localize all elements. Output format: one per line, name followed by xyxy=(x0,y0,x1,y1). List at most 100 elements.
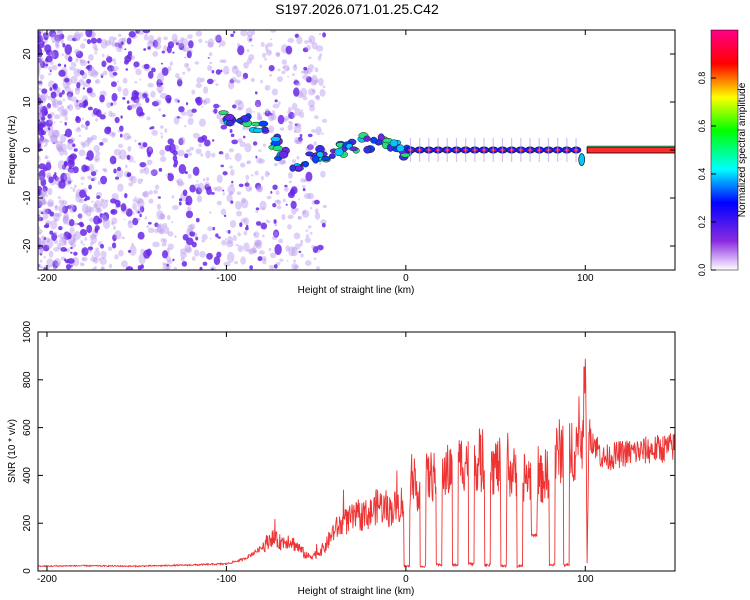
spectrogram-noise-point xyxy=(275,52,281,57)
spectrogram-noise-point xyxy=(249,187,252,191)
spectrogram-noise-point xyxy=(79,228,88,236)
spectrogram-noise-point xyxy=(245,185,252,192)
spectrogram-noise-point xyxy=(58,100,62,106)
spectrogram-noise-point xyxy=(268,247,272,252)
spectrogram-noise-point xyxy=(155,99,158,103)
spectrogram-noise-point xyxy=(38,197,46,206)
spectrogram-noise-point xyxy=(177,99,180,103)
spectrogram-noise-point xyxy=(197,136,205,143)
spectrogram-noise-point xyxy=(139,213,142,218)
spectrogram-noise-point xyxy=(287,172,293,179)
spectrogram-noise-point xyxy=(70,246,73,250)
spectrogram-noise-point xyxy=(178,201,182,206)
spectrogram-noise-point xyxy=(54,218,58,222)
spectrogram-noise-point xyxy=(66,248,71,253)
spectrogram-noise-point xyxy=(310,77,314,81)
spectrogram-noise-point xyxy=(255,210,259,213)
spectrogram-noise-point xyxy=(259,64,263,69)
spectrogram-noise-point xyxy=(89,233,97,240)
spectrogram-noise-point xyxy=(198,38,203,43)
spectrogram-noise-point xyxy=(204,97,211,104)
spectrogram-spike xyxy=(578,153,585,166)
spectrogram-noise-point xyxy=(101,53,105,58)
spectrogram-noise-point xyxy=(232,30,236,34)
spectrogram-noise-point xyxy=(99,114,106,120)
spectrogram-noise-point xyxy=(69,240,74,246)
spectrogram-noise-point xyxy=(39,259,43,263)
spectrogram-noise-point xyxy=(48,30,57,38)
spectrogram-noise-point xyxy=(185,210,194,219)
spectrogram-noise-point xyxy=(222,189,225,192)
spectrogram-noise-point xyxy=(262,143,267,147)
spectrogram-noise-point xyxy=(99,94,105,103)
spectrogram-noise-point xyxy=(182,71,186,75)
spectrogram-noise-point xyxy=(70,61,76,66)
spectrogram-noise-point xyxy=(57,179,60,183)
spectrogram-noise-point xyxy=(47,66,53,71)
spectrogram-noise-point xyxy=(68,168,75,174)
spectrogram-noise-point xyxy=(118,43,122,49)
spectrogram-noise-point xyxy=(47,187,53,196)
spectrogram-noise-point xyxy=(299,87,308,98)
spectrogram-noise-point xyxy=(208,52,213,57)
spectrogram-noise-point xyxy=(229,190,234,196)
spectrogram-noise-point xyxy=(262,259,267,265)
spectrogram-noise-point xyxy=(316,266,321,270)
spectrogram-noise-point xyxy=(243,217,249,226)
spectrogram-noise-point xyxy=(45,162,52,171)
spectrogram-noise-point xyxy=(50,115,54,119)
spectrogram-noise-point xyxy=(177,149,185,157)
spectrogram-noise-point xyxy=(80,176,85,180)
spectrogram-noise-point xyxy=(79,58,82,62)
spectrogram-noise-point xyxy=(70,179,73,182)
spectrogram-noise-point xyxy=(309,206,313,210)
spectrogram-noise-point xyxy=(38,196,46,205)
spectrogram-noise-point xyxy=(229,165,233,169)
spectrogram-noise-point xyxy=(122,77,128,84)
spectrogram-noise-point xyxy=(54,258,61,267)
spectrogram-noise-point xyxy=(156,84,164,93)
spectrogram-noise-point xyxy=(152,39,159,48)
spectrogram-noise-point xyxy=(189,223,196,230)
spectrogram-noise-point xyxy=(163,45,168,52)
spectrogram-noise-point xyxy=(256,157,263,164)
spectrogram-noise-point xyxy=(249,265,253,270)
spectrogram-noise-point xyxy=(160,238,166,243)
spectrogram-noise-point xyxy=(38,146,42,152)
spectrogram-ridge-blob xyxy=(225,119,235,127)
spectrogram-noise-point xyxy=(38,92,41,97)
spectrogram-noise-point xyxy=(314,79,319,83)
spectrogram-noise-point xyxy=(234,99,242,106)
spectrogram-noise-point xyxy=(131,55,136,60)
spectrogram-noise-point xyxy=(40,112,43,115)
spectrogram-noise-point xyxy=(185,149,191,153)
spectrogram-noise-point xyxy=(59,120,63,123)
spectrogram-noise-point xyxy=(293,232,301,240)
spectrogram-noise-point xyxy=(305,76,312,83)
spectrogram-noise-point xyxy=(78,221,84,226)
spectrogram-noise-point xyxy=(106,56,113,63)
spectrogram-noise-point xyxy=(54,205,58,209)
spectrogram-noise-point xyxy=(123,218,126,221)
spectrogram-y-ticks: -20 -10 0 10 20 xyxy=(22,48,675,253)
spectrogram-noise-point xyxy=(274,223,278,227)
colorbar-tick-label: 0.0 xyxy=(697,264,707,277)
spectrogram-noise-point xyxy=(93,203,98,209)
spectrogram-noise-point xyxy=(270,252,277,259)
spectrogram-noise-point xyxy=(90,256,98,262)
spectrogram-noise-point xyxy=(286,66,290,71)
spectrogram-noise-point xyxy=(237,232,241,237)
spectrogram-ridge-blob xyxy=(218,110,229,115)
spectrogram-noise-point xyxy=(276,199,282,205)
spectrogram-noise-point xyxy=(174,73,180,79)
spectrogram-noise-point xyxy=(97,180,102,185)
spectrogram-noise-point xyxy=(124,48,127,51)
spectrogram-noise-point xyxy=(299,134,303,138)
spectrogram-noise-point xyxy=(311,42,318,50)
spectrogram-noise-point xyxy=(95,247,100,252)
spectrogram-noise-point xyxy=(56,243,62,250)
spectrogram-noise-point xyxy=(187,173,192,179)
spectrogram-noise-point xyxy=(150,169,158,176)
spectrogram-noise-point xyxy=(255,186,263,192)
spectrogram-noise-point xyxy=(41,95,46,99)
